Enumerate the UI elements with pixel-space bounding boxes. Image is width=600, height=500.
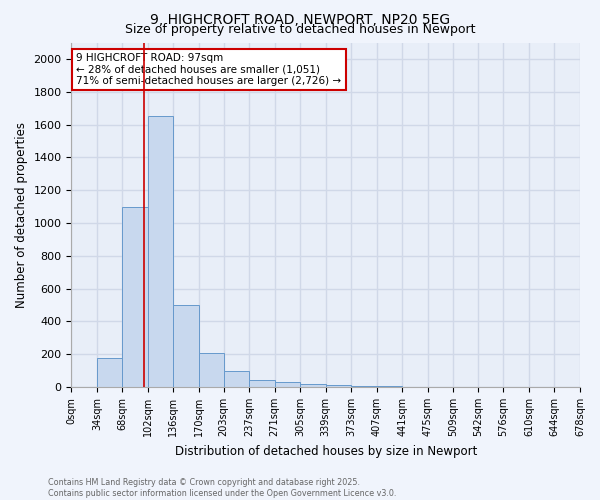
Text: 9, HIGHCROFT ROAD, NEWPORT, NP20 5EG: 9, HIGHCROFT ROAD, NEWPORT, NP20 5EG <box>150 12 450 26</box>
Bar <box>97 358 122 387</box>
Bar <box>351 386 377 387</box>
Bar <box>377 386 402 387</box>
Text: Size of property relative to detached houses in Newport: Size of property relative to detached ho… <box>125 22 475 36</box>
Bar <box>275 382 300 387</box>
Bar <box>224 370 249 387</box>
Bar <box>199 352 224 387</box>
Bar <box>173 305 199 387</box>
Y-axis label: Number of detached properties: Number of detached properties <box>15 122 28 308</box>
Bar <box>249 380 275 387</box>
Bar <box>326 385 351 387</box>
Bar <box>300 384 326 387</box>
X-axis label: Distribution of detached houses by size in Newport: Distribution of detached houses by size … <box>175 444 477 458</box>
Text: 9 HIGHCROFT ROAD: 97sqm
← 28% of detached houses are smaller (1,051)
71% of semi: 9 HIGHCROFT ROAD: 97sqm ← 28% of detache… <box>76 53 341 86</box>
Bar <box>122 206 148 387</box>
Text: Contains HM Land Registry data © Crown copyright and database right 2025.
Contai: Contains HM Land Registry data © Crown c… <box>48 478 397 498</box>
Bar <box>148 116 173 387</box>
